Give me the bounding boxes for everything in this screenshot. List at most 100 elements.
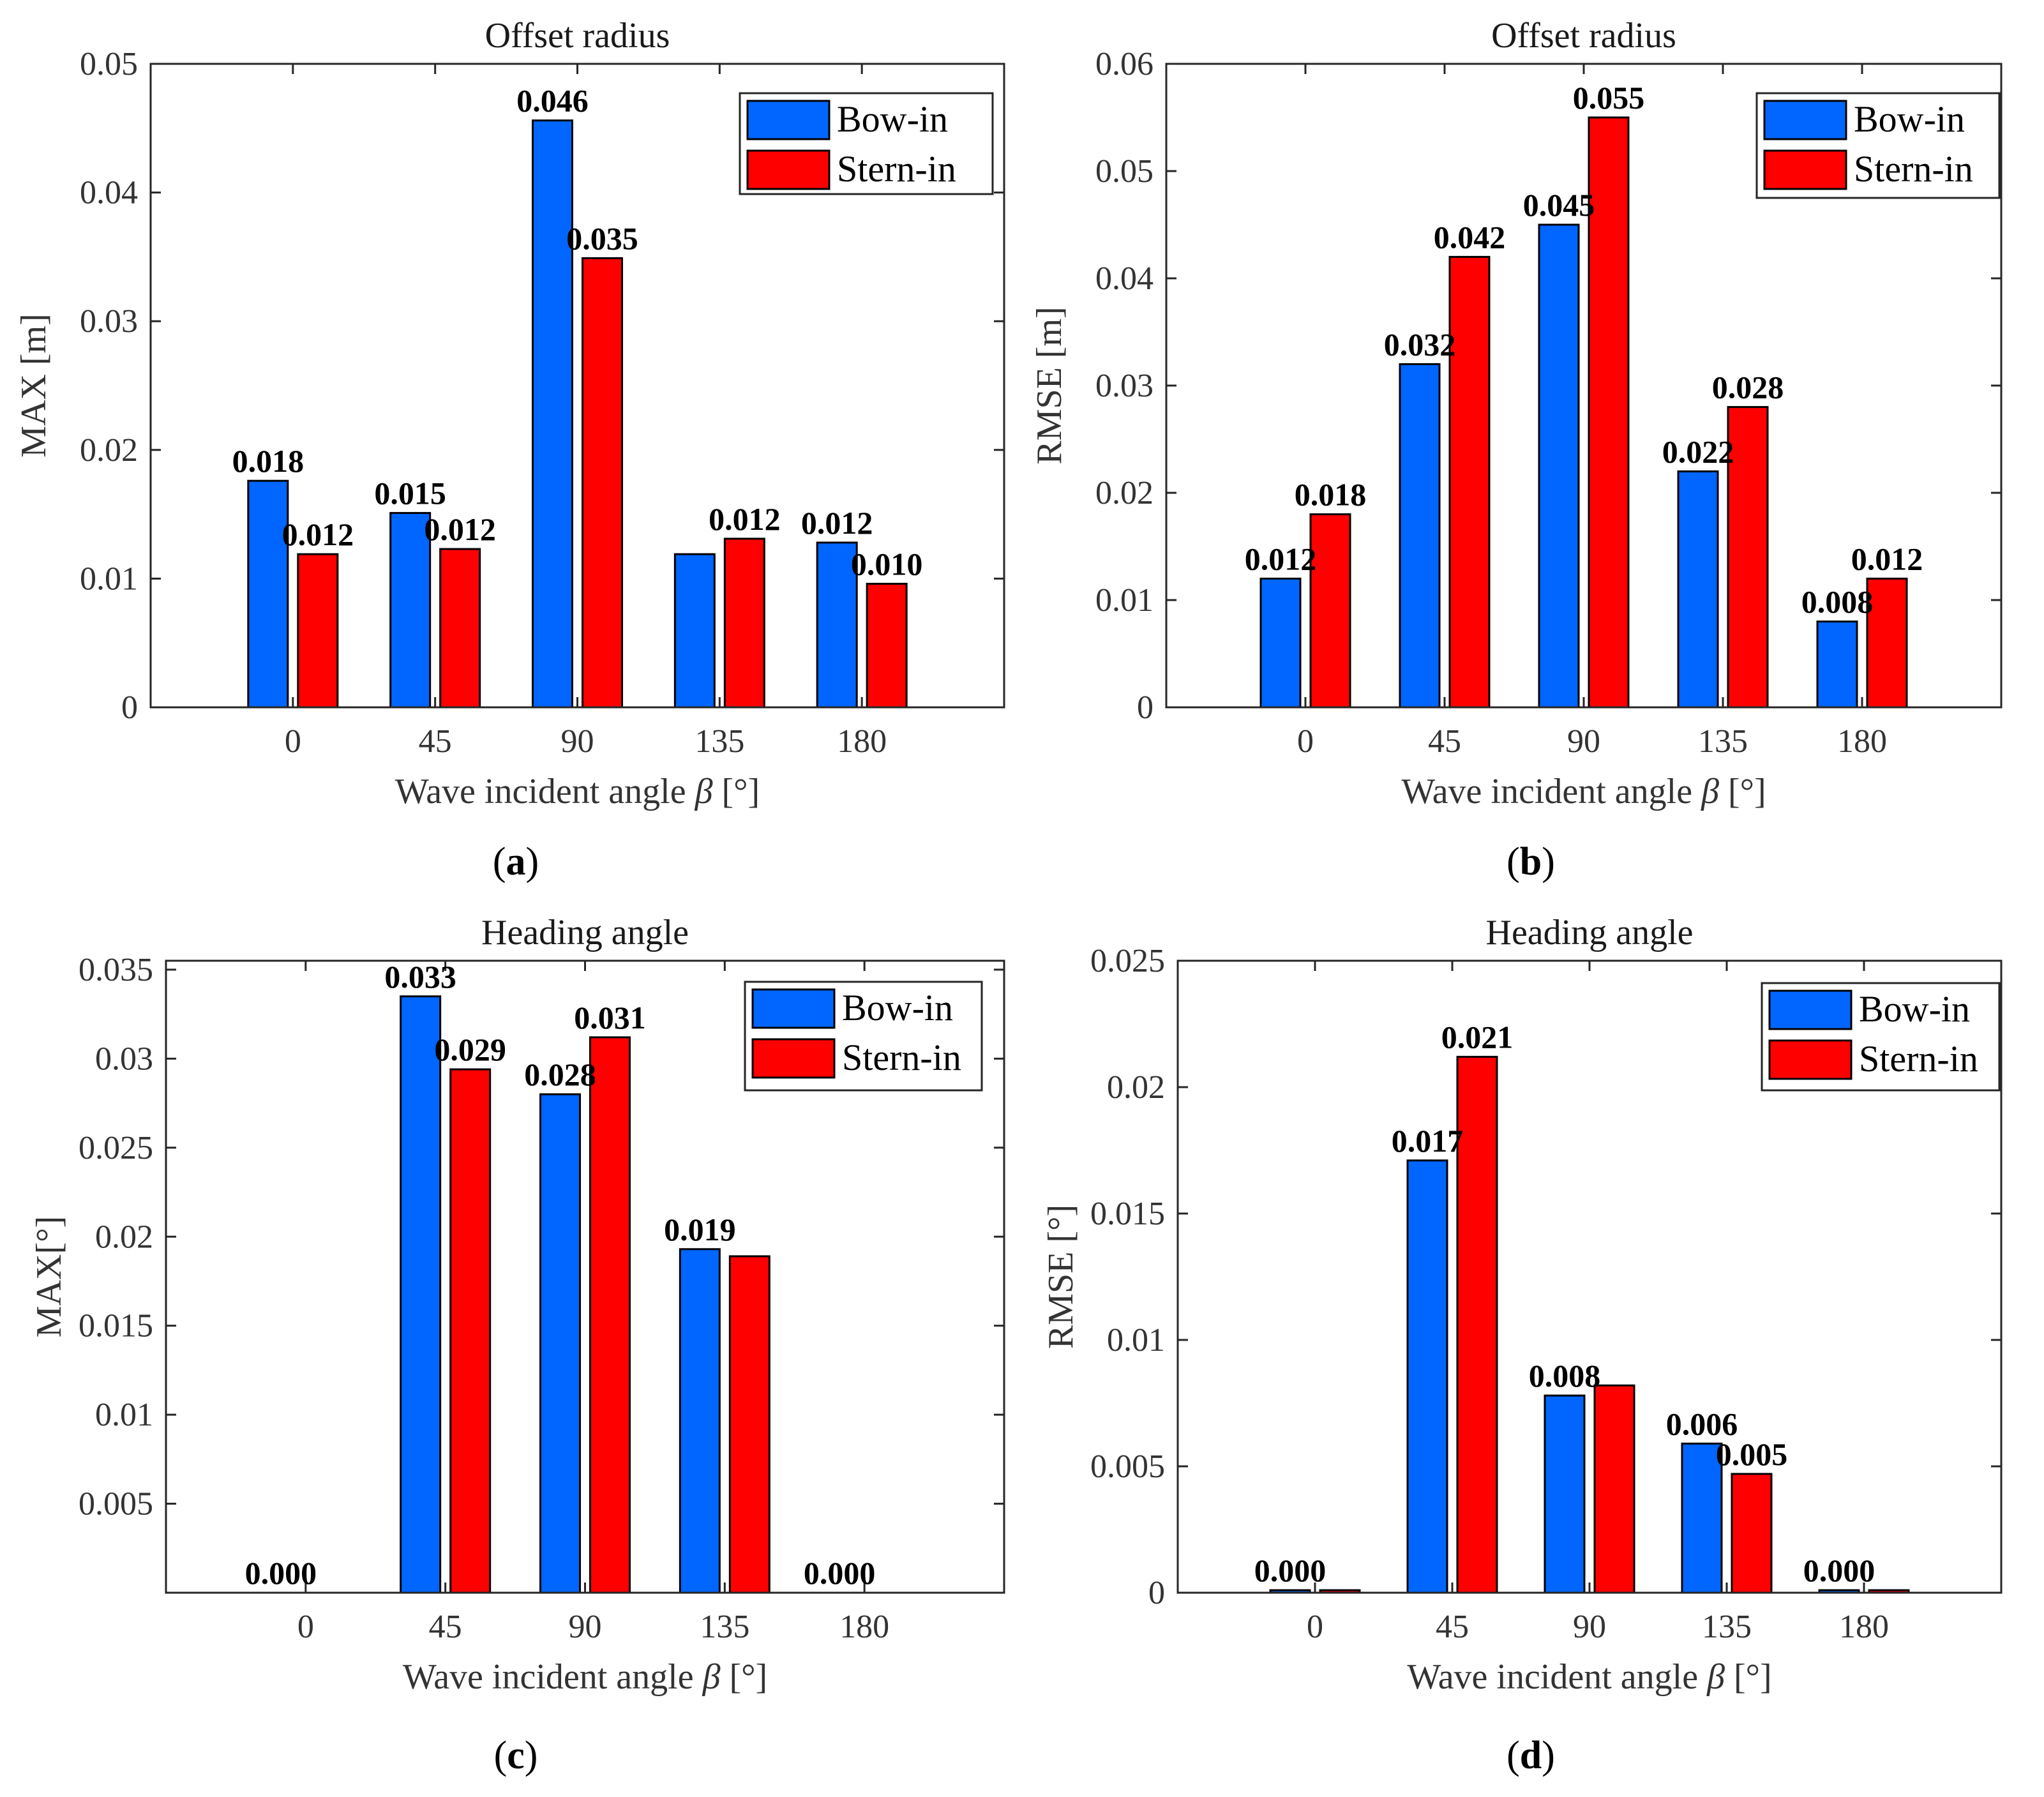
y-axis-label: MAX[°] <box>29 1216 69 1337</box>
data-label: 0.028 <box>1712 370 1784 405</box>
x-tick-label: 135 <box>1702 1609 1752 1645</box>
bar-stern-in-45 <box>439 548 481 709</box>
chart-title: Heading angle <box>481 913 689 952</box>
data-label: 0.032 <box>1384 326 1456 362</box>
panel-label-paren: ( <box>494 1734 507 1777</box>
legend-swatch-bow-in <box>751 988 836 1029</box>
data-label: 0.042 <box>1434 219 1506 255</box>
bar-bow-in-90 <box>539 1093 581 1594</box>
bar-stern-in-135 <box>1731 1473 1773 1594</box>
bar-bow-in-0 <box>1259 577 1302 709</box>
y-tick-label: 0.005 <box>79 1486 153 1523</box>
legend-swatch-bow-in <box>746 100 830 140</box>
x-axis-label-symbol: β <box>702 1657 721 1697</box>
data-label: 0.006 <box>1666 1406 1738 1441</box>
legend-swatch-stern-in <box>1763 149 1847 190</box>
data-label: 0.012 <box>709 501 781 537</box>
y-tick-label: 0.025 <box>1090 943 1165 979</box>
legend: Bow-in Stern-in <box>1755 92 2001 199</box>
bar-bow-in-45 <box>1406 1159 1448 1594</box>
y-tick-label: 0.005 <box>1090 1448 1165 1485</box>
bar-stern-in-45 <box>449 1068 492 1594</box>
data-label: 0.018 <box>1295 477 1367 513</box>
y-tick-label: 0.015 <box>1090 1196 1165 1232</box>
data-label: 0.029 <box>434 1032 506 1067</box>
data-label: 0.000 <box>804 1555 876 1591</box>
data-label: 0.046 <box>516 83 589 119</box>
x-tick-label: 45 <box>429 1609 462 1645</box>
y-axis-label: RMSE [°] <box>1041 1205 1081 1349</box>
chart-title: Offset radius <box>1491 16 1676 56</box>
chart-panel-b: Offset radius 0 0.01 0.02 0.03 0.04 0.05 0.06 0 4… <box>1030 16 2003 883</box>
legend-label: Stern-in <box>842 1037 961 1078</box>
legend-swatch-stern-in <box>1768 1039 1852 1080</box>
y-tick-label: 0.01 <box>1095 582 1154 619</box>
data-label: 0.055 <box>1573 80 1645 116</box>
legend-label: Stern-in <box>837 148 956 190</box>
panel-label-paren: ) <box>526 840 539 883</box>
data-label: 0.045 <box>1523 187 1595 223</box>
bar-bow-in-90 <box>1538 223 1580 709</box>
bar-stern-in-90 <box>589 1036 631 1594</box>
data-label: 0.005 <box>1716 1436 1788 1472</box>
x-axis-label-unit: [°] <box>712 772 760 811</box>
bar-bow-in-180 <box>816 541 858 709</box>
x-tick-label: 90 <box>1573 1609 1606 1645</box>
y-tick-label: 0.01 <box>1107 1322 1165 1358</box>
y-axis-label: MAX [m] <box>14 313 54 458</box>
bar-stern-in-0 <box>1309 513 1351 709</box>
panel-label-letter: d <box>1520 1734 1542 1777</box>
data-label: 0.015 <box>374 476 446 511</box>
panel-label-letter: a <box>506 840 526 883</box>
bar-stern-in-0 <box>297 553 339 709</box>
data-label: 0.012 <box>1245 541 1317 576</box>
data-label: 0.035 <box>566 220 638 256</box>
x-tick-label: 90 <box>1567 723 1600 760</box>
x-tick-label: 45 <box>1436 1609 1469 1645</box>
data-label: 0.028 <box>524 1056 596 1092</box>
x-tick-label: 45 <box>1428 723 1461 760</box>
legend-swatch-bow-in <box>1768 989 1852 1030</box>
bar-stern-in-45 <box>1456 1055 1498 1594</box>
data-label: 0.008 <box>1801 584 1874 620</box>
x-tick-label: 135 <box>695 723 744 760</box>
x-tick-label: 45 <box>419 723 452 760</box>
panel-label-letter: b <box>1520 840 1542 883</box>
legend: Bow-in Stern-in <box>739 92 994 195</box>
panel-label-paren: ( <box>1507 1734 1520 1777</box>
x-tick-label: 135 <box>700 1609 749 1645</box>
panel-label: (b) <box>1507 840 1555 883</box>
x-axis-label-unit: [°] <box>1719 772 1766 811</box>
data-label: 0.012 <box>1851 541 1923 576</box>
bar-stern-in-180 <box>866 582 908 709</box>
x-axis-label-symbol: β <box>695 772 713 811</box>
y-tick-label: 0.02 <box>1107 1069 1165 1106</box>
chart-title: Offset radius <box>485 16 670 56</box>
data-label: 0.000 <box>1803 1553 1875 1588</box>
y-tick-label: 0.06 <box>1095 46 1154 82</box>
y-axis-label: RMSE [m] <box>1030 306 1069 464</box>
bar-bow-in-90 <box>1544 1394 1586 1594</box>
y-tick-label: 0 <box>1137 689 1154 726</box>
data-label: 0.031 <box>574 1000 646 1035</box>
chart-title: Heading angle <box>1486 913 1694 952</box>
data-label: 0.017 <box>1392 1123 1464 1159</box>
x-axis-label-text: Wave incident angle <box>1407 1657 1707 1697</box>
y-tick-label: 0.04 <box>80 175 138 211</box>
data-label: 0.000 <box>245 1555 317 1591</box>
panel-label-paren: ) <box>1542 1734 1555 1777</box>
data-label: 0.012 <box>801 505 873 541</box>
bar-stern-in-135 <box>1727 406 1769 709</box>
legend-label: Stern-in <box>1859 1038 1978 1079</box>
x-tick-label: 180 <box>1837 723 1887 760</box>
legend-label: Bow-in <box>1854 98 1965 140</box>
panel-label-paren: ( <box>493 840 506 883</box>
x-tick-label: 180 <box>839 1609 889 1645</box>
bar-bow-in-135 <box>679 1248 721 1594</box>
x-tick-label: 0 <box>285 723 301 760</box>
legend-label: Stern-in <box>1854 148 1973 190</box>
data-label: 0.018 <box>232 443 304 479</box>
y-tick-label: 0 <box>121 689 138 726</box>
x-tick-label: 180 <box>837 723 887 760</box>
